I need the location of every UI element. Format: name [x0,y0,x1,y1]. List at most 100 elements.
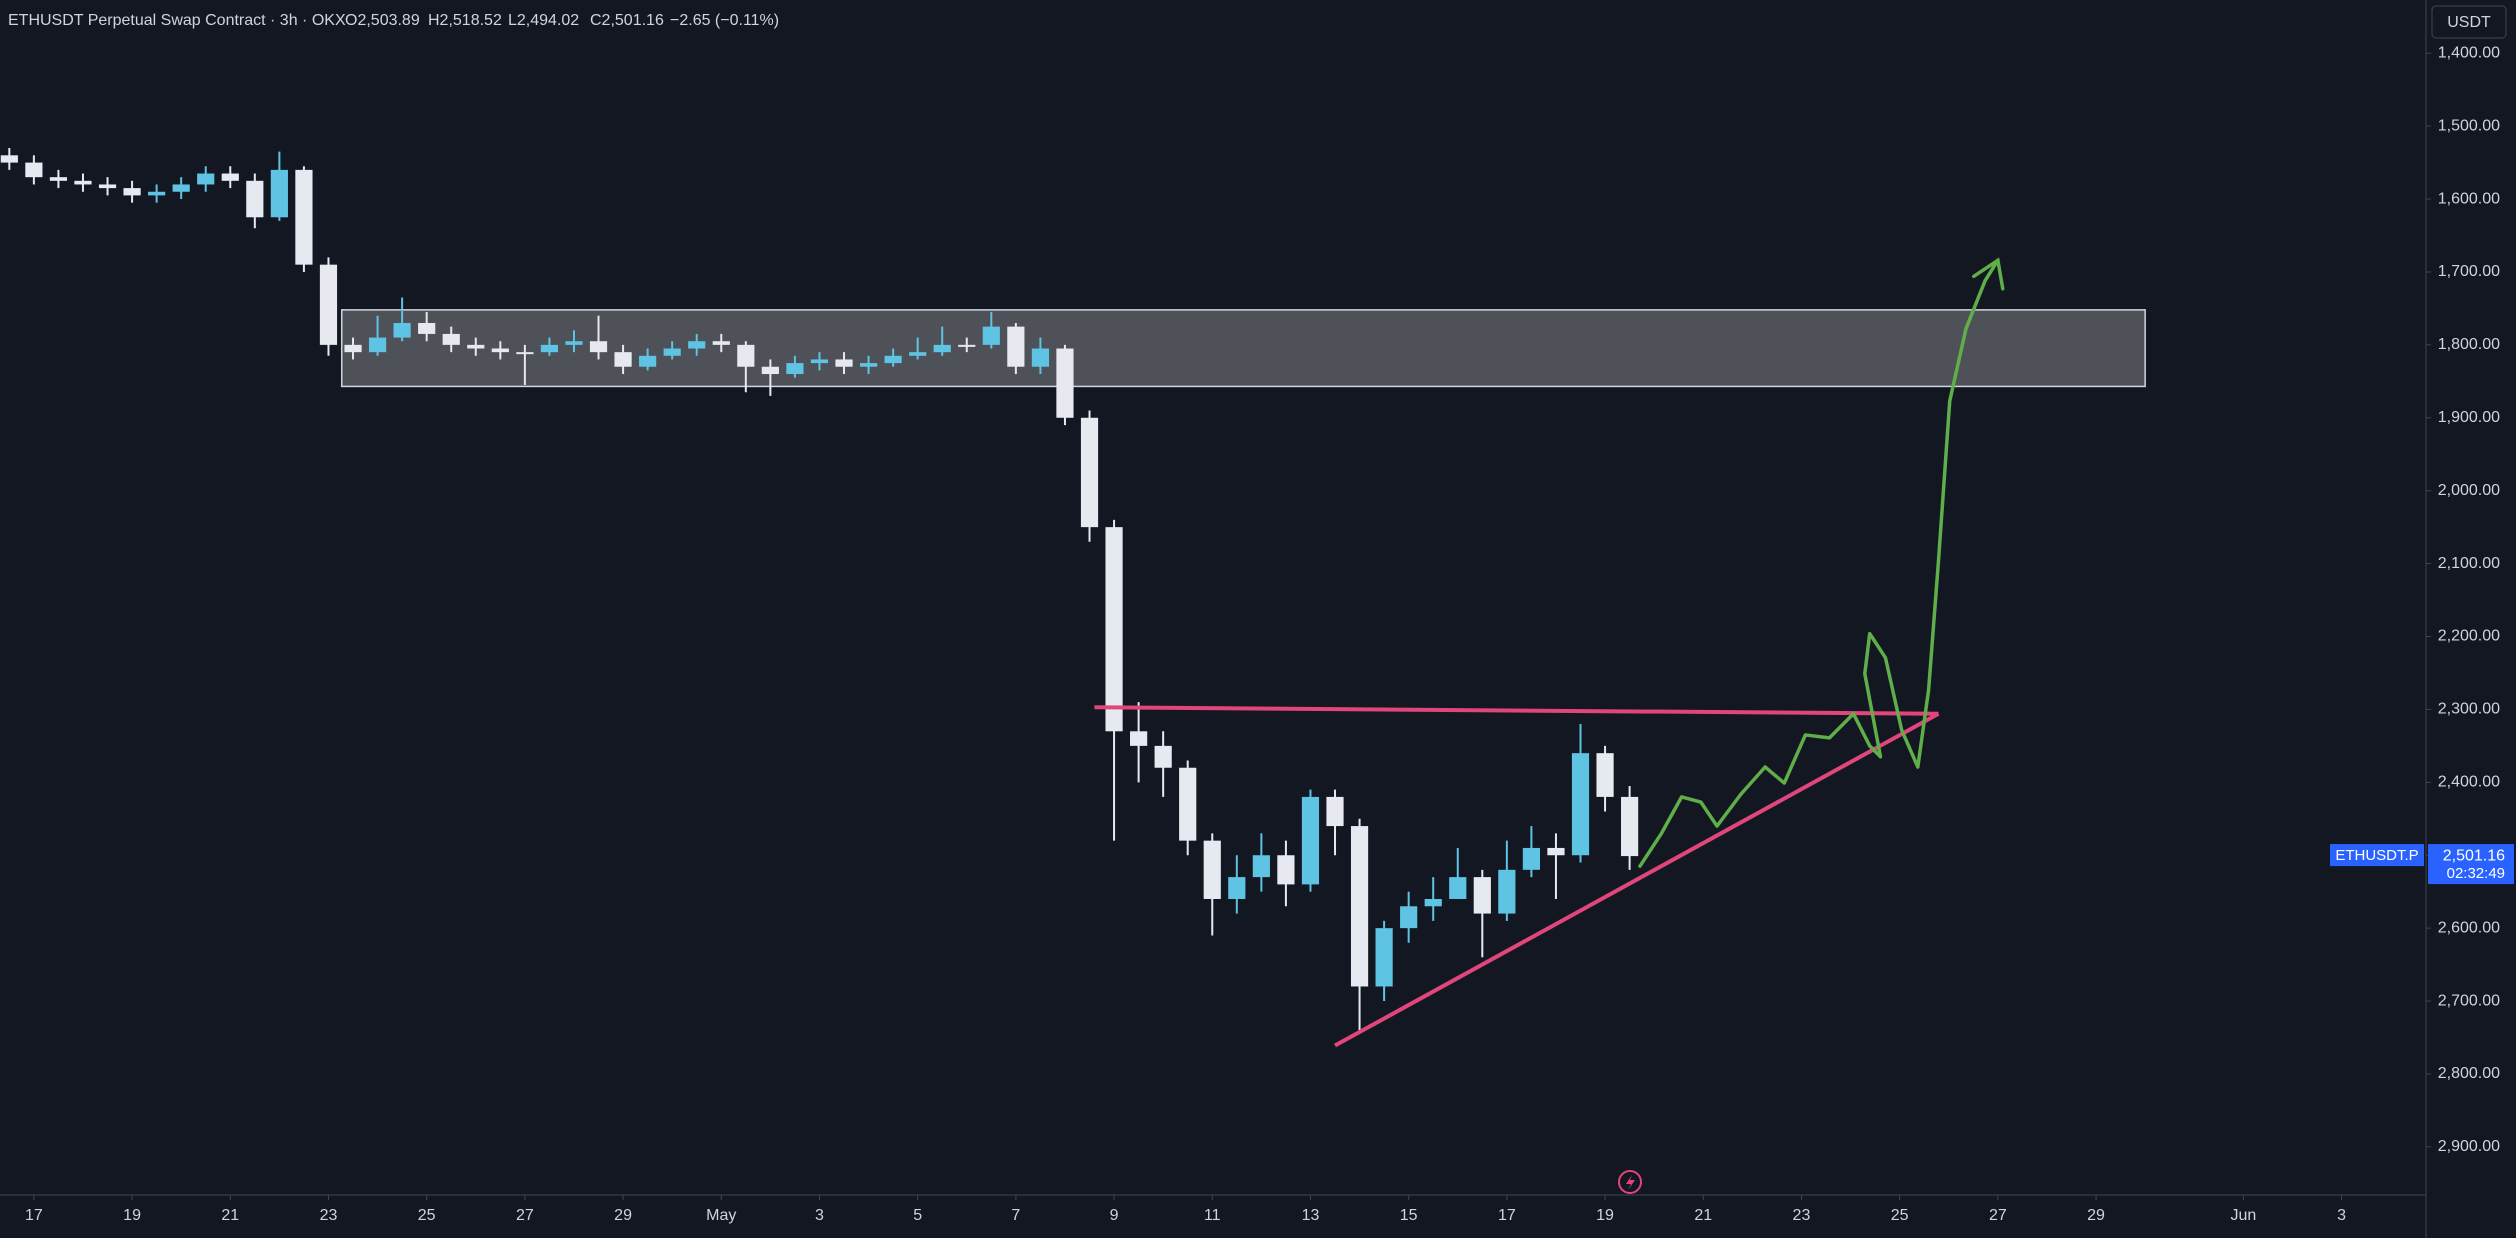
candle-body [1473,877,1491,914]
candle-body [909,352,927,356]
projection-arrow [1972,257,2005,291]
candle-body [491,348,509,353]
x-tick-label: 3 [815,1207,824,1224]
symbol: ETHUSDT Perpetual Swap Contract · 3h · O… [8,12,346,29]
symbol-tag-label: ETHUSDT.P [2335,847,2418,864]
candle-body [467,344,485,349]
candle-body [1228,877,1246,899]
candle-body [1375,928,1393,987]
candle-body [1105,527,1123,732]
y-tick-label: 2,900.00 [2438,1138,2500,1155]
candle-body [25,162,43,178]
candle-body [0,155,18,163]
x-tick-label: 19 [123,1207,141,1224]
x-tick-label: 29 [614,1207,632,1224]
y-tick-label: 2,800.00 [2438,1065,2500,1082]
x-tick-label: 17 [25,1207,43,1224]
countdown: 02:32:49 [2447,865,2505,882]
x-tick-label: Jun [2230,1207,2256,1224]
y-tick-label: 1,400.00 [2438,44,2500,61]
candle-body [49,177,68,181]
trend-line [1334,712,1940,1048]
candle-body [1400,906,1418,929]
candle-body [1326,796,1344,827]
x-tick-label: 15 [1400,1207,1418,1224]
y-tick-label: 2,200.00 [2438,628,2500,645]
x-tick-label: 13 [1302,1207,1320,1224]
y-tick-label: 2,700.00 [2438,992,2500,1009]
candle-body [933,344,951,353]
candle-body [1252,855,1270,878]
candle-body [270,169,288,218]
candle-body [982,326,1000,345]
candle-body [1522,847,1541,870]
candle-body [1547,847,1565,856]
candle-body [1179,767,1197,841]
candle-body [418,322,436,334]
candle-body [1007,326,1025,367]
candle-body [123,188,141,196]
candle-body [712,341,730,345]
candle-body [368,337,387,353]
candle-body [74,180,92,185]
candle-body [1571,753,1590,856]
candle-body [1596,753,1614,797]
currency-button[interactable] [2431,5,2507,39]
candle-body [1621,796,1639,857]
candle-body [1031,348,1050,367]
price-tag [2428,844,2514,885]
y-tick-label: 1,600.00 [2438,190,2500,207]
candle-body [810,359,829,364]
x-tick-label: 7 [1011,1207,1020,1224]
candle-body [958,344,976,347]
candle-body [1277,855,1295,885]
x-tick-label: 9 [1110,1207,1119,1224]
trend-line [1094,705,1939,716]
candle-body [589,341,608,353]
projection-path [1638,258,2000,868]
y-tick-label: 2,100.00 [2438,555,2500,572]
currency[interactable]: USDT [2447,14,2491,31]
y-tick-label: 1,800.00 [2438,336,2500,353]
candle-body [319,264,338,345]
candle-body [1449,877,1467,899]
x-tick-label: 23 [320,1207,338,1224]
x-tick-label: 25 [418,1207,436,1224]
candle-body [565,341,583,345]
candle-body [859,363,878,367]
candle-body [663,348,681,356]
candle-body [1130,731,1148,746]
ohlc-close: C2,501.16 [590,12,664,29]
candle-body [246,180,264,218]
x-tick-label: 21 [1694,1207,1712,1224]
y-tick-label: 1,900.00 [2438,409,2500,426]
candle-body [1350,826,1369,987]
candle-body [1498,869,1516,914]
candle-body [1080,417,1099,528]
candle-body [761,366,779,375]
candle-body [516,352,534,355]
candle-body [835,359,853,367]
candle-body [884,355,902,364]
ohlc-open: O2,503.89 [345,12,420,29]
x-tick-label: 23 [1793,1207,1811,1224]
candle-body [1154,745,1172,768]
candle-body [540,344,559,353]
candle-body [393,322,411,338]
symbol-tag [2330,844,2424,867]
x-tick-label: May [706,1207,736,1224]
x-tick-label: 29 [2087,1207,2105,1224]
x-tick-label: 5 [913,1207,922,1224]
x-tick-label: 27 [1989,1207,2007,1224]
candle-body [1424,898,1442,907]
candle-body [639,355,657,367]
x-tick-label: 17 [1498,1207,1516,1224]
candle-body [614,352,632,367]
price-tag-label: 2,501.16 [2443,847,2505,864]
ohlc-high: H2,518.52 [428,12,502,29]
ohlc-low: L2,494.02 [508,12,579,29]
y-tick-label: 2,300.00 [2438,701,2500,718]
y-tick-label: 2,400.00 [2438,774,2500,791]
